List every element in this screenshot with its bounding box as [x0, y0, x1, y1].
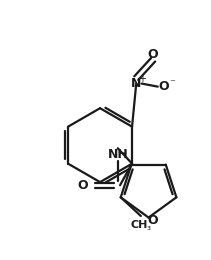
Text: CH: CH: [131, 220, 148, 230]
Text: N: N: [131, 77, 141, 90]
Text: O: O: [77, 179, 88, 192]
Text: ⁻: ⁻: [169, 79, 175, 89]
Text: ₃: ₃: [147, 222, 151, 232]
Text: +: +: [138, 74, 146, 84]
Text: O: O: [148, 48, 158, 61]
Text: O: O: [159, 80, 169, 93]
Text: O: O: [147, 214, 158, 227]
Text: NH: NH: [107, 148, 128, 161]
